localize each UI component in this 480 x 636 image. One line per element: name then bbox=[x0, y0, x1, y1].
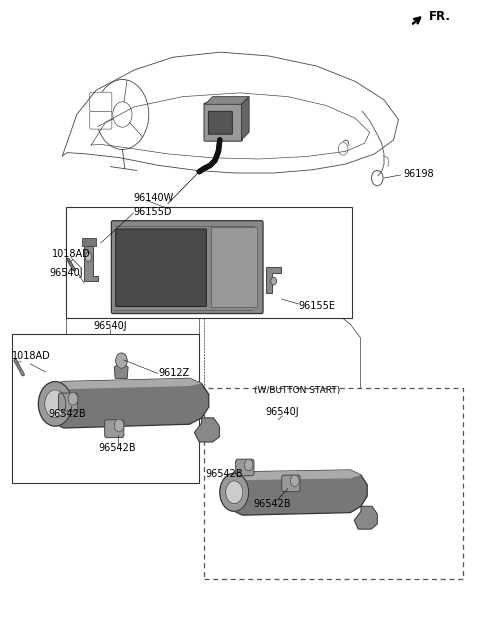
Text: 96542B: 96542B bbox=[206, 469, 243, 479]
Circle shape bbox=[38, 382, 72, 426]
FancyBboxPatch shape bbox=[59, 393, 78, 411]
Circle shape bbox=[244, 459, 253, 471]
FancyBboxPatch shape bbox=[208, 111, 232, 134]
Text: 96198: 96198 bbox=[403, 169, 434, 179]
FancyBboxPatch shape bbox=[282, 475, 300, 492]
Circle shape bbox=[220, 473, 249, 511]
FancyBboxPatch shape bbox=[116, 229, 206, 307]
FancyBboxPatch shape bbox=[204, 103, 242, 141]
Circle shape bbox=[114, 419, 124, 432]
FancyBboxPatch shape bbox=[111, 221, 263, 314]
Text: 96540J: 96540J bbox=[49, 268, 83, 279]
Text: 96140W: 96140W bbox=[133, 193, 174, 204]
Polygon shape bbox=[84, 246, 98, 281]
Circle shape bbox=[85, 252, 92, 261]
Circle shape bbox=[68, 392, 78, 405]
Circle shape bbox=[226, 481, 243, 504]
Polygon shape bbox=[225, 470, 367, 515]
FancyBboxPatch shape bbox=[90, 92, 112, 112]
Text: 9612Z: 9612Z bbox=[158, 368, 190, 378]
FancyBboxPatch shape bbox=[90, 111, 112, 129]
Polygon shape bbox=[194, 418, 219, 442]
FancyBboxPatch shape bbox=[236, 459, 254, 476]
Circle shape bbox=[116, 353, 127, 368]
Circle shape bbox=[45, 390, 66, 418]
Text: 96540J: 96540J bbox=[265, 407, 299, 417]
FancyBboxPatch shape bbox=[66, 207, 352, 318]
Text: 96542B: 96542B bbox=[48, 409, 86, 419]
Polygon shape bbox=[82, 238, 96, 246]
FancyBboxPatch shape bbox=[211, 227, 257, 307]
Text: 96540J: 96540J bbox=[94, 321, 127, 331]
Polygon shape bbox=[354, 506, 377, 529]
Text: (W/BUTTON START): (W/BUTTON START) bbox=[254, 386, 341, 395]
Polygon shape bbox=[241, 97, 249, 140]
Polygon shape bbox=[53, 378, 202, 389]
Text: 96155D: 96155D bbox=[133, 207, 172, 217]
Text: FR.: FR. bbox=[429, 10, 451, 23]
FancyBboxPatch shape bbox=[204, 388, 463, 579]
Text: 96155E: 96155E bbox=[299, 301, 336, 311]
Polygon shape bbox=[234, 470, 361, 480]
Circle shape bbox=[271, 277, 276, 285]
Text: 96542B: 96542B bbox=[254, 499, 291, 509]
Circle shape bbox=[290, 475, 299, 487]
Polygon shape bbox=[46, 378, 209, 428]
Text: 1018AD: 1018AD bbox=[52, 249, 90, 259]
FancyBboxPatch shape bbox=[12, 334, 199, 483]
Text: 1018AD: 1018AD bbox=[12, 351, 51, 361]
Text: 96542B: 96542B bbox=[99, 443, 136, 453]
Polygon shape bbox=[266, 267, 281, 293]
FancyBboxPatch shape bbox=[105, 420, 124, 438]
Polygon shape bbox=[205, 97, 249, 104]
Polygon shape bbox=[114, 363, 128, 378]
